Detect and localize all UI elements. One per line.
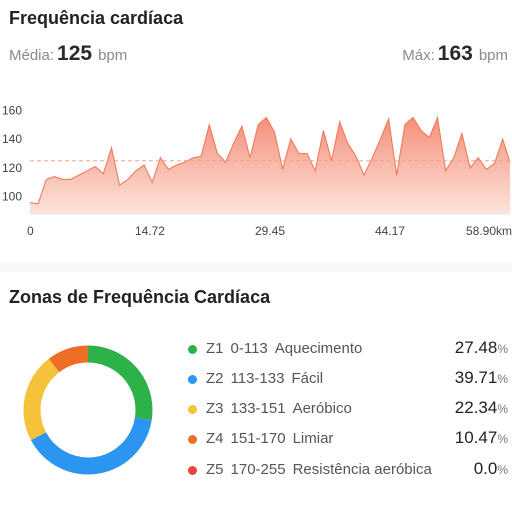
- zone-percent: 22.34%: [455, 398, 508, 418]
- zone-name: Fácil: [291, 370, 324, 387]
- max-hr-value: 163: [437, 42, 473, 65]
- hr-series-line: [29, 115, 511, 205]
- x-tick-label: 14.72: [135, 224, 165, 238]
- x-tick-label: 44.17: [375, 224, 405, 238]
- donut-slice-z2: [23, 345, 153, 475]
- zone-id: Z1: [206, 340, 224, 357]
- zone-row-z2: Z2 113-133 Fácil 39.71%: [188, 368, 510, 392]
- zone-range: 170-255: [230, 461, 286, 478]
- zone-label: Z4 151-170 Limiar: [206, 430, 340, 447]
- x-tick-label: 58.90km: [466, 224, 512, 238]
- zone-percent-sign: %: [497, 372, 508, 386]
- avg-hr-label: Média:: [9, 47, 55, 64]
- avg-hr-value: 125: [57, 42, 93, 65]
- hr-area: [30, 117, 510, 214]
- zone-percent-sign: %: [497, 342, 508, 356]
- zone-percent-value: 22.34: [454, 398, 498, 417]
- zone-range: 133-151: [230, 400, 286, 417]
- zone-dot-icon: [188, 405, 197, 414]
- zone-label: Z2 113-133 Fácil: [206, 370, 330, 387]
- zones-card-title: Zonas de Frequência Cardíaca: [9, 287, 271, 307]
- max-hr-stat: Máx: 163 bpm: [402, 42, 508, 66]
- zone-name: Aquecimento: [274, 340, 363, 357]
- zone-percent: 27.48%: [455, 338, 508, 358]
- y-tick-label: 100: [2, 190, 22, 204]
- zone-range: 0-113: [230, 340, 268, 357]
- zones-donut-chart: [23, 345, 153, 475]
- zone-label: Z3 133-151 Aeróbico: [206, 400, 359, 417]
- avg-hr-stat: Média: 125 bpm: [9, 42, 127, 66]
- zone-dot-icon: [188, 466, 197, 475]
- x-tick-label: 29.45: [255, 224, 285, 238]
- zone-row-z3: Z3 133-151 Aeróbico 22.34%: [188, 398, 510, 422]
- zone-label: Z5 170-255 Resistência aeróbica: [206, 461, 439, 478]
- zone-percent-sign: %: [497, 432, 508, 446]
- zone-row-z4: Z4 151-170 Limiar 10.47%: [188, 428, 510, 452]
- zone-dot-icon: [188, 435, 197, 444]
- y-tick-label: 140: [2, 132, 22, 146]
- zone-percent: 0.0%: [474, 459, 508, 479]
- zone-range: 151-170: [230, 430, 286, 447]
- max-hr-label: Máx:: [402, 47, 435, 64]
- zone-name: Aeróbico: [292, 400, 352, 417]
- zone-percent: 39.71%: [455, 368, 508, 388]
- x-tick-label: 0: [27, 224, 34, 238]
- zone-percent-value: 10.47: [454, 428, 498, 447]
- hr-card-title: Frequência cardíaca: [9, 8, 184, 28]
- zone-percent-value: 27.48: [454, 338, 498, 357]
- zone-percent-sign: %: [497, 402, 508, 416]
- zone-id: Z4: [206, 430, 224, 447]
- zone-row-z1: Z1 0-113 Aquecimento 27.48%: [188, 338, 510, 362]
- avg-hr-unit: bpm: [98, 47, 128, 64]
- max-hr-unit: bpm: [478, 47, 508, 64]
- zone-id: Z3: [206, 400, 224, 417]
- section-divider: [0, 262, 512, 272]
- heart-rate-chart[interactable]: 100 120 140 160 0 14.72 29.45 44.17 58.90km: [0, 92, 512, 247]
- zone-percent-value: 0.0: [473, 459, 498, 478]
- zone-dot-icon: [188, 345, 197, 354]
- zone-label: Z1 0-113 Aquecimento: [206, 340, 369, 357]
- zone-percent: 10.47%: [455, 428, 508, 448]
- zone-id: Z5: [206, 461, 224, 478]
- y-tick-label: 120: [2, 161, 22, 175]
- zone-row-z5: Z5 170-255 Resistência aeróbica 0.0%: [188, 459, 510, 483]
- donut-slice-z3: [23, 345, 153, 475]
- donut-slice-z4: [23, 345, 153, 475]
- zone-percent-value: 39.71: [454, 368, 498, 387]
- zone-range: 113-133: [230, 370, 285, 387]
- zone-id: Z2: [206, 370, 224, 387]
- zone-dot-icon: [188, 375, 197, 384]
- zone-name: Limiar: [292, 430, 334, 447]
- y-tick-label: 160: [2, 103, 22, 117]
- zone-percent-sign: %: [497, 463, 508, 477]
- zone-name: Resistência aeróbica: [292, 461, 432, 478]
